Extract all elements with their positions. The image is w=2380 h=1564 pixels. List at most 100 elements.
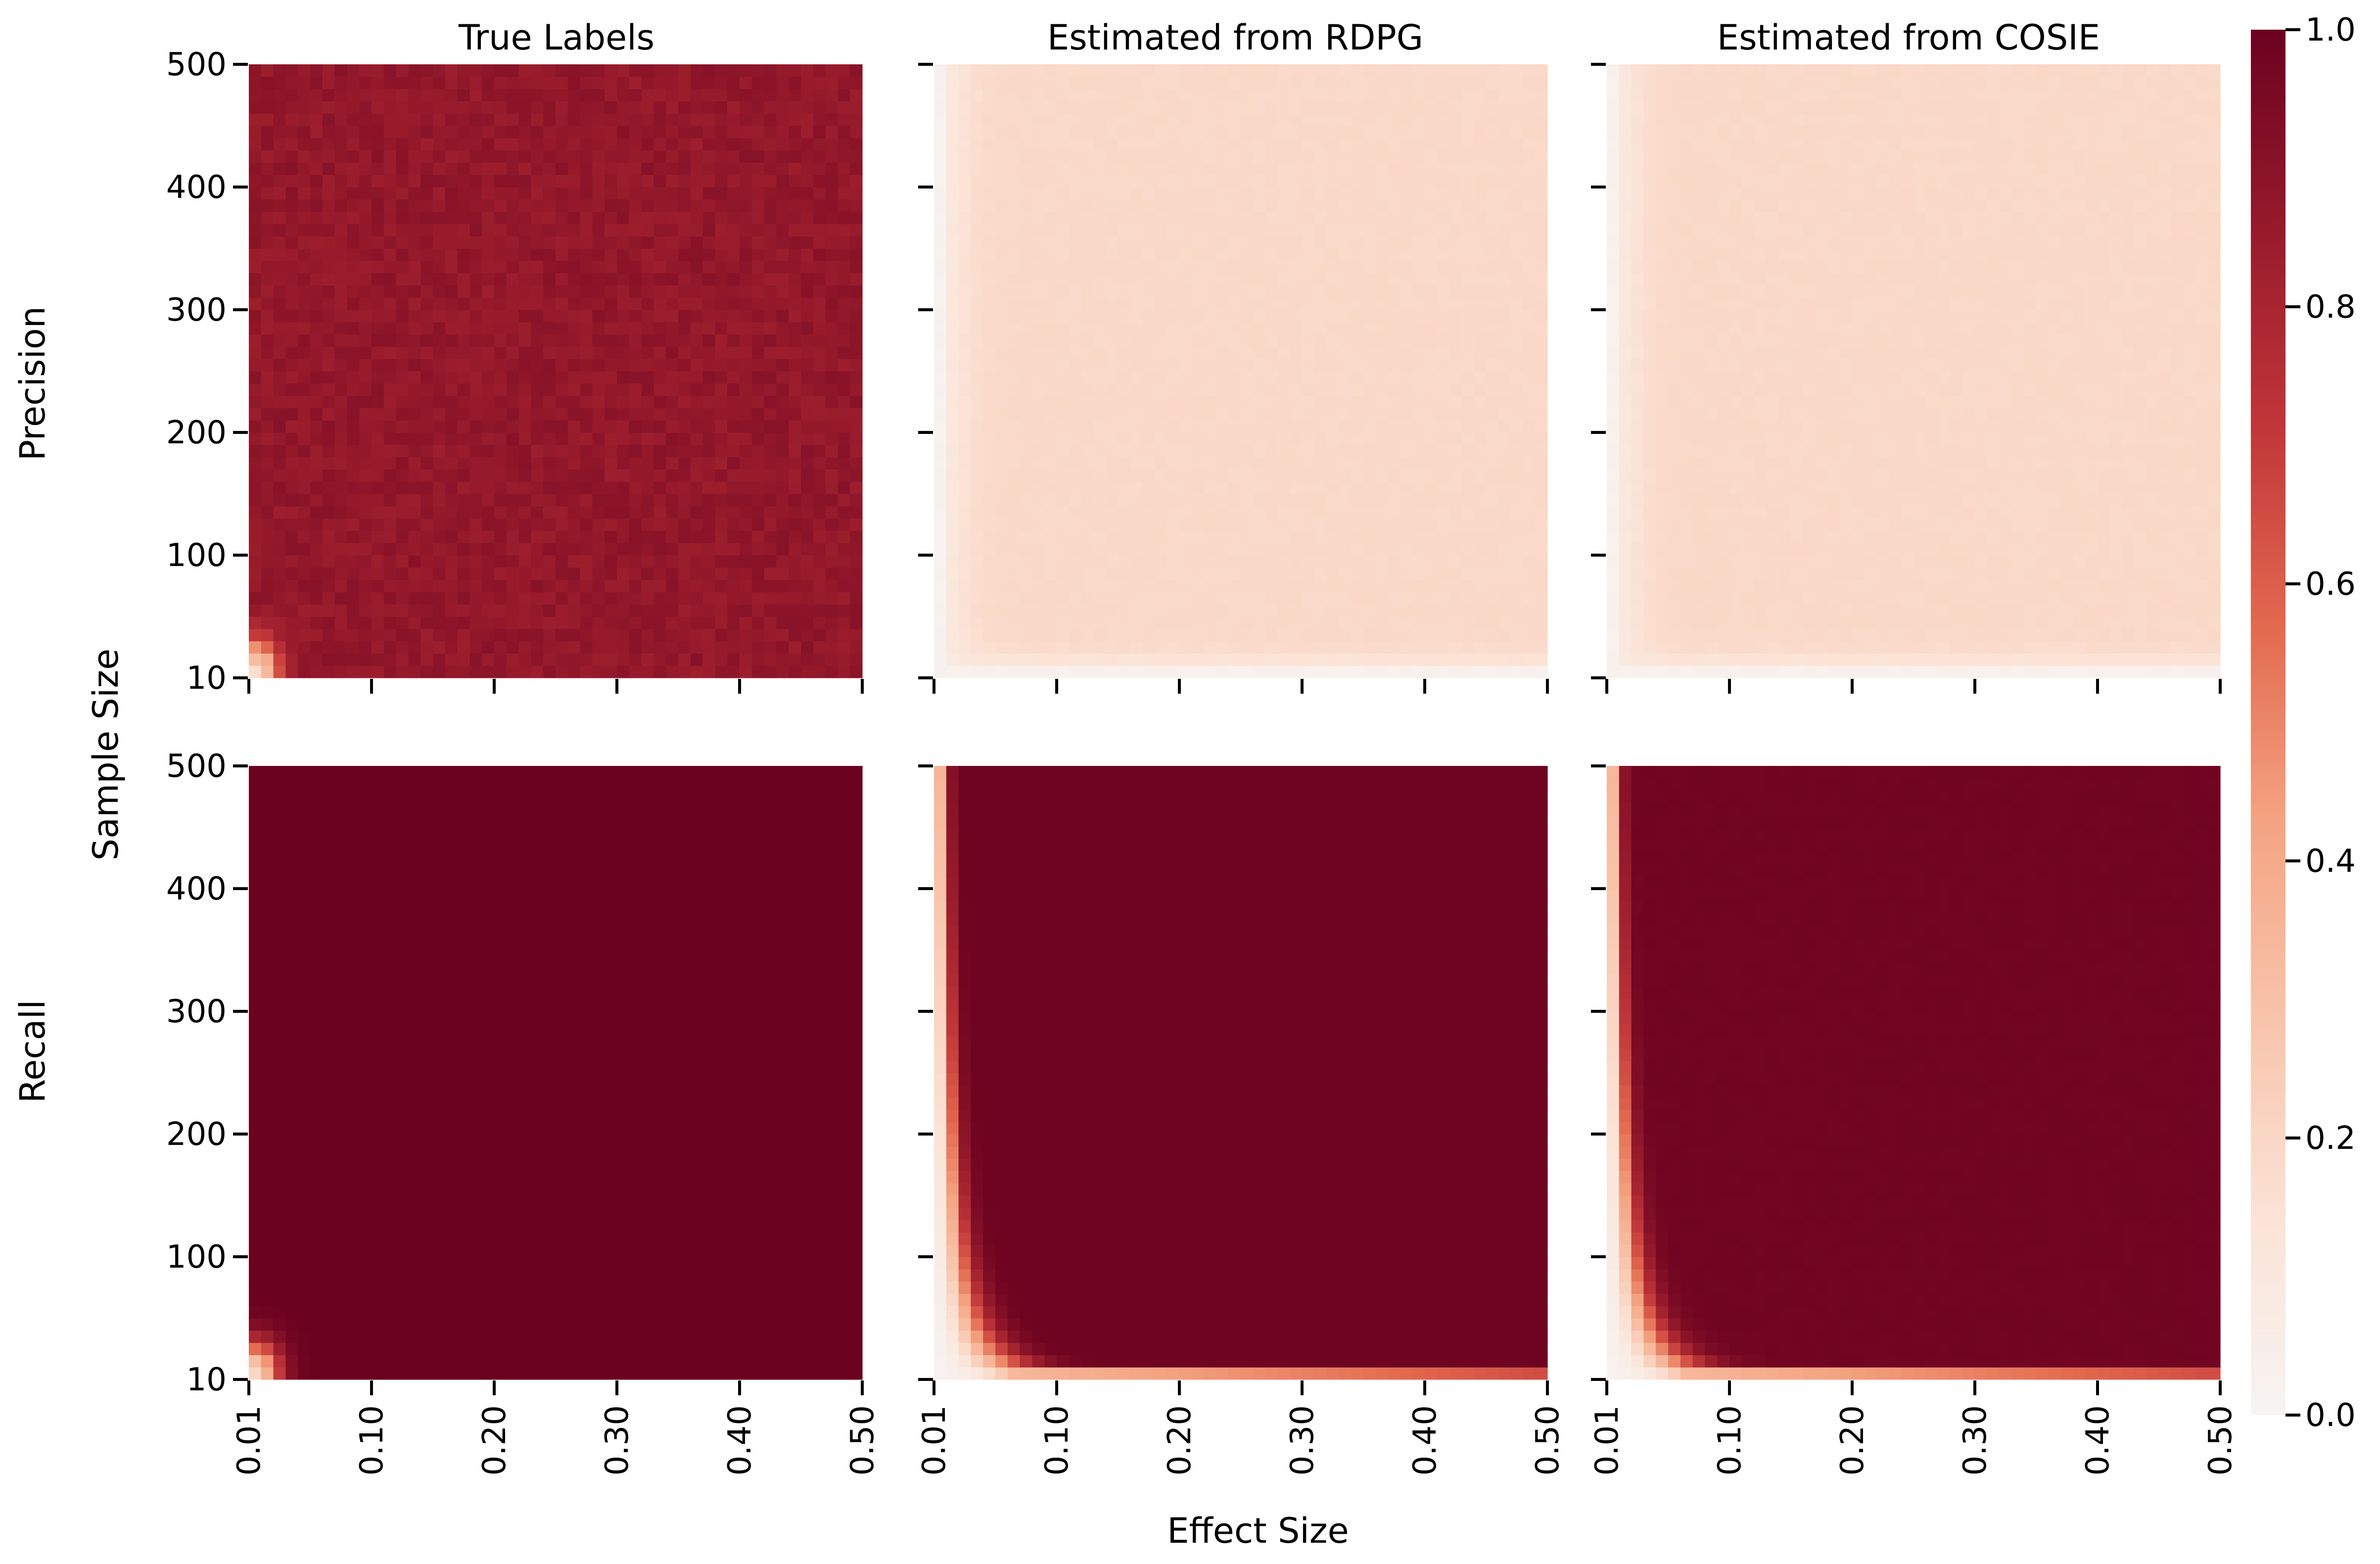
heatmap-cell xyxy=(653,444,666,458)
heatmap-cell xyxy=(702,162,715,175)
heatmap-cell xyxy=(506,211,519,224)
heatmap-cell xyxy=(1486,383,1499,396)
heatmap-cell xyxy=(653,420,666,433)
heatmap-cell xyxy=(1412,665,1425,678)
heatmap-cell xyxy=(751,469,765,482)
heatmap-cell xyxy=(605,162,617,175)
heatmap-cell xyxy=(1437,273,1450,285)
heatmap-cell xyxy=(1032,310,1045,323)
heatmap-cell xyxy=(1179,248,1192,261)
heatmap-cell xyxy=(359,579,372,592)
heatmap-cell xyxy=(1142,273,1155,285)
heatmap-cell xyxy=(1474,211,1487,224)
heatmap-cell xyxy=(1069,383,1082,396)
heatmap-cell xyxy=(567,383,581,396)
heatmap-cell xyxy=(482,592,495,605)
heatmap-cell xyxy=(1523,236,1536,249)
heatmap-cell xyxy=(1486,297,1499,310)
heatmap-cell xyxy=(1290,224,1303,237)
heatmap-cell xyxy=(1118,310,1131,323)
heatmap-cell xyxy=(958,371,971,384)
heatmap-cell xyxy=(1449,395,1462,408)
heatmap-cell xyxy=(1179,236,1192,249)
heatmap-cell xyxy=(1326,334,1339,347)
heatmap-cell xyxy=(934,432,947,445)
heatmap-cell xyxy=(372,89,384,101)
heatmap-cell xyxy=(322,604,335,617)
heatmap-cell xyxy=(825,89,838,101)
heatmap-cell xyxy=(727,628,740,642)
heatmap-cell xyxy=(838,150,850,163)
heatmap-cell xyxy=(482,506,495,519)
heatmap-cell xyxy=(396,248,409,261)
heatmap-cell xyxy=(1228,665,1241,678)
heatmap-cell xyxy=(995,126,1008,139)
heatmap-cell xyxy=(359,457,372,470)
heatmap-cell xyxy=(946,76,959,90)
heatmap-cell xyxy=(605,138,617,151)
heatmap-cell xyxy=(420,260,433,274)
heatmap-cell xyxy=(1191,371,1205,384)
heatmap-cell xyxy=(383,481,397,494)
heatmap-cell xyxy=(776,101,789,114)
heatmap-cell xyxy=(285,297,298,310)
heatmap-cell xyxy=(1204,76,1216,90)
heatmap-cell xyxy=(946,432,959,445)
heatmap-cell xyxy=(715,359,728,372)
heatmap-cell xyxy=(617,199,630,212)
heatmap-cell xyxy=(1020,248,1032,261)
heatmap-cell xyxy=(1265,420,1278,433)
heatmap-cell xyxy=(543,199,556,212)
heatmap-cell xyxy=(457,530,470,543)
heatmap-cell xyxy=(408,285,421,298)
heatmap-cell xyxy=(789,334,801,347)
heatmap-cell xyxy=(1498,592,1511,605)
heatmap-cell xyxy=(298,641,311,654)
heatmap-cell xyxy=(958,334,971,347)
heatmap-cell xyxy=(531,89,544,101)
heatmap-cell xyxy=(1069,150,1082,163)
heatmap-cell xyxy=(1412,506,1425,519)
heatmap-cell xyxy=(690,408,703,421)
heatmap-cell xyxy=(1523,346,1536,359)
heatmap-cell xyxy=(531,248,544,261)
heatmap-cell xyxy=(383,628,397,642)
heatmap-cell xyxy=(1535,322,1548,335)
heatmap-cell xyxy=(690,567,703,580)
heatmap-cell xyxy=(1155,89,1167,101)
heatmap-cell xyxy=(1277,518,1290,531)
heatmap-cell xyxy=(1118,64,1131,77)
heatmap-cell xyxy=(1216,506,1229,519)
heatmap-cell xyxy=(958,310,971,323)
heatmap-cell xyxy=(1204,211,1216,224)
heatmap-cell xyxy=(1326,260,1339,274)
heatmap-cell xyxy=(1228,432,1241,445)
heatmap-cell xyxy=(285,604,298,617)
heatmap-cell xyxy=(261,567,274,580)
heatmap-cell xyxy=(946,567,959,580)
heatmap-cell xyxy=(518,444,531,458)
heatmap-cell xyxy=(1142,579,1155,592)
heatmap-cell xyxy=(813,297,826,310)
heatmap-cell xyxy=(1179,604,1192,617)
heatmap-cell xyxy=(1241,211,1254,224)
heatmap-cell xyxy=(408,113,421,126)
heatmap-cell xyxy=(715,187,728,200)
heatmap-cell xyxy=(1523,334,1536,347)
heatmap-cell xyxy=(1020,579,1032,592)
heatmap-cell xyxy=(789,530,801,543)
heatmap-cell xyxy=(1388,162,1400,175)
heatmap-cell xyxy=(825,64,838,77)
heatmap-cell xyxy=(825,432,838,445)
heatmap-cell xyxy=(776,285,789,298)
heatmap-cell xyxy=(678,653,691,666)
heatmap-cell xyxy=(1474,567,1487,580)
heatmap-cell xyxy=(1449,101,1462,114)
heatmap-cell xyxy=(359,310,372,323)
heatmap-cell xyxy=(334,592,347,605)
heatmap-cell xyxy=(580,665,593,678)
heatmap-cell xyxy=(1228,346,1241,359)
heatmap-cell xyxy=(494,653,507,666)
heatmap-cell xyxy=(1093,604,1106,617)
heatmap-cell xyxy=(1461,236,1474,249)
